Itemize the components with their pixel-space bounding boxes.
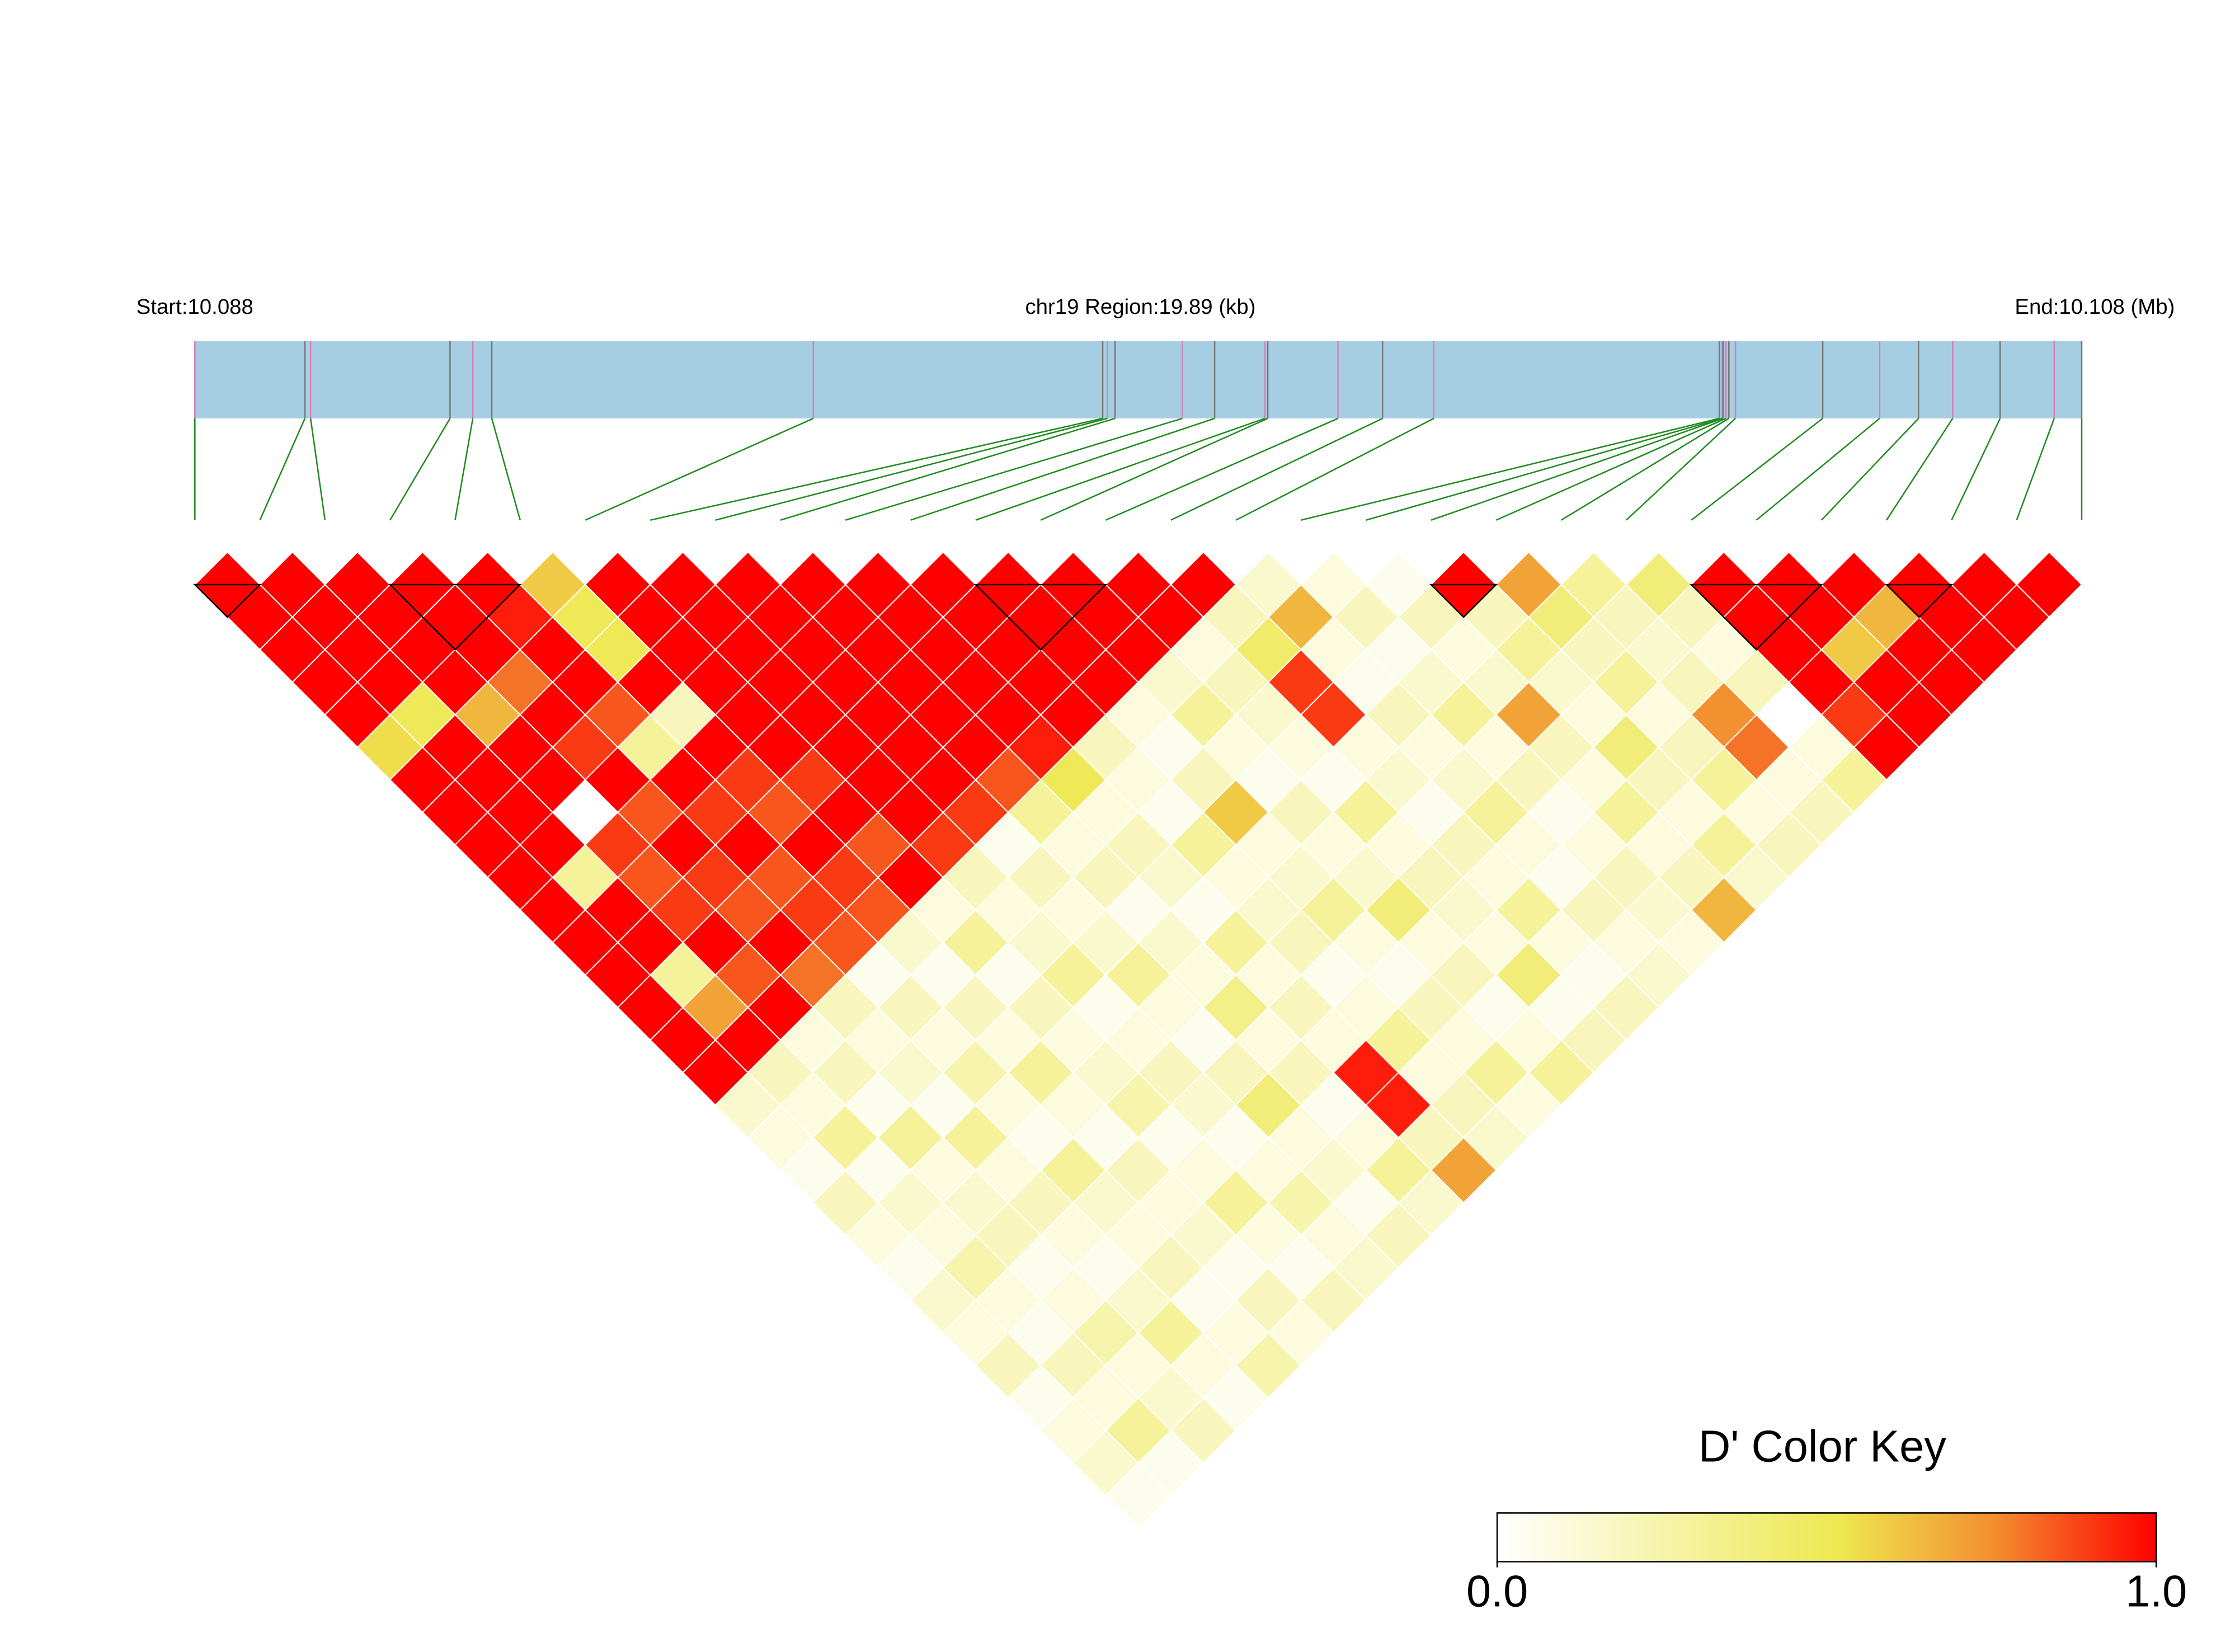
region-label: chr19 Region:19.89 (kb) [1025, 295, 1255, 319]
snp-link [491, 418, 521, 521]
snp-link [1235, 417, 1434, 521]
start-label: Start:10.088 [137, 295, 253, 319]
snp-link [1040, 417, 1268, 521]
ld-block [388, 583, 522, 651]
key-tick-label: 0.0 [1466, 1566, 1528, 1616]
snp-link [650, 417, 1103, 521]
ld-cell [2016, 551, 2083, 618]
snp-link [1105, 417, 1339, 521]
snp-link [1756, 417, 1880, 521]
ld-block [1884, 583, 1954, 618]
snp-link [309, 418, 326, 520]
key-tick-label: 1.0 [2125, 1566, 2187, 1616]
snp-link [780, 417, 1116, 521]
ld-block [973, 583, 1108, 651]
snp-link [845, 417, 1183, 521]
snp-link [1951, 418, 2001, 521]
snp-link [1691, 417, 1823, 521]
snp-link [975, 417, 1265, 521]
snp-link [1366, 417, 1723, 521]
snp-link [715, 417, 1108, 521]
color-key [1496, 1512, 2157, 1562]
region-bar [195, 341, 2082, 418]
snp-link [1886, 418, 1954, 521]
snp-link [1431, 417, 1724, 521]
snp-link [1170, 417, 1383, 521]
snp-link [389, 418, 451, 521]
snp-link [585, 417, 814, 521]
ld-block [1429, 583, 1498, 618]
snp-link [910, 417, 1215, 521]
ld-block [193, 583, 262, 618]
snp-link [1626, 417, 1736, 521]
snp-link [1560, 417, 1729, 521]
snp-link [454, 418, 474, 520]
end-label: End:10.108 (Mb) [2015, 295, 2175, 319]
snp-link [1820, 418, 1919, 521]
ld-block [1690, 583, 1823, 651]
snp-link [1301, 417, 1720, 521]
snp-link [2016, 418, 2055, 521]
key-title: D' Color Key [1698, 1422, 1946, 1471]
snp-link [1495, 417, 1726, 521]
snp-link [259, 418, 306, 521]
